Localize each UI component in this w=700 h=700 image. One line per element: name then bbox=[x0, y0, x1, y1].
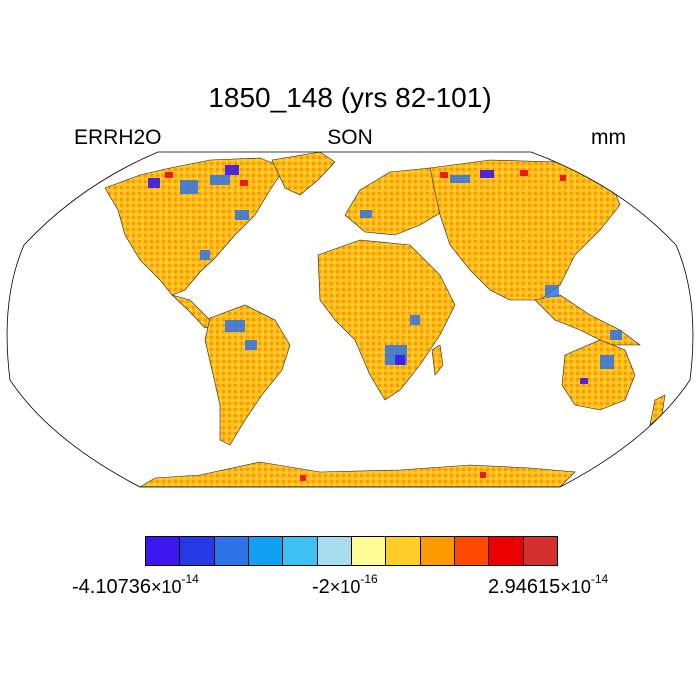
colorbar-swatch-3 bbox=[248, 537, 284, 565]
units-label: mm bbox=[591, 126, 626, 149]
madagascar bbox=[431, 344, 444, 376]
antarctica bbox=[138, 461, 576, 487]
colorbar-swatch-4 bbox=[283, 537, 318, 565]
southeast-asia bbox=[534, 294, 641, 346]
plot-title: 1850_148 (yrs 82-101) bbox=[208, 82, 492, 113]
colorbar-swatch-5 bbox=[317, 537, 352, 565]
season-label: SON bbox=[327, 126, 373, 149]
colorbar-min-label: -4.10736×10-14 bbox=[72, 572, 199, 598]
land-layer bbox=[104, 152, 666, 487]
north-america bbox=[104, 157, 286, 296]
colorbar bbox=[145, 536, 558, 566]
globe-outline bbox=[6, 151, 694, 488]
colorbar-swatch-10 bbox=[489, 537, 524, 565]
colorbar-swatch-0 bbox=[146, 537, 181, 565]
colorbar-max-label: 2.94615×10-14 bbox=[488, 572, 609, 598]
strong-negative-patches bbox=[148, 165, 588, 384]
colorbar-swatch-2 bbox=[214, 537, 249, 565]
greenland bbox=[271, 152, 336, 196]
colorbar-mid-label: -2×10-16 bbox=[312, 572, 378, 598]
variable-label: ERRH2O bbox=[74, 126, 162, 149]
colorbar-swatch-9 bbox=[454, 537, 490, 565]
colorbar-swatch-8 bbox=[420, 537, 455, 565]
colorbar-swatch-6 bbox=[351, 537, 387, 565]
south-america bbox=[204, 304, 291, 446]
new-zealand bbox=[649, 394, 666, 426]
australia bbox=[561, 339, 636, 411]
colorbar-swatch-1 bbox=[180, 537, 215, 565]
positive-anomaly-patches bbox=[165, 170, 566, 481]
africa bbox=[317, 239, 456, 401]
colorbar-swatch-7 bbox=[386, 537, 421, 565]
colorbar-swatch-11 bbox=[523, 537, 557, 565]
